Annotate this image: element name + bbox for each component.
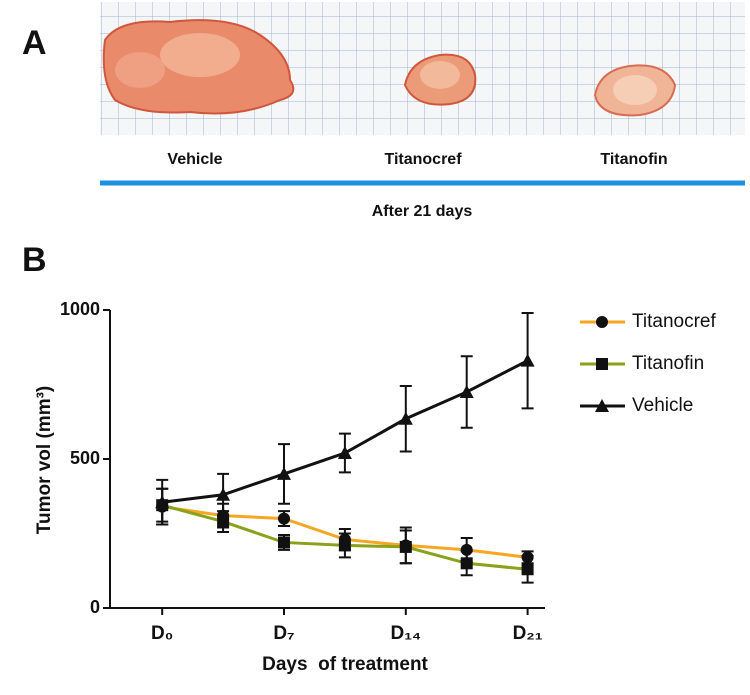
legend-marker [595, 399, 609, 412]
x-axis-title: Days of treatment [262, 654, 428, 675]
legend-label: Vehicle [632, 395, 693, 416]
marker [338, 539, 351, 552]
legend-label: Titanofin [632, 353, 704, 374]
marker [460, 543, 473, 556]
marker [520, 353, 535, 367]
marker [399, 540, 412, 553]
marker [216, 487, 231, 501]
x-tick-label: D₂₁ [513, 623, 543, 644]
panel-label: B [22, 241, 47, 279]
marker [398, 411, 413, 425]
sample-label: Titanocref [384, 151, 462, 168]
caption: After 21 days [372, 203, 473, 220]
y-axis-title: Tumor vol (mm³) [34, 386, 55, 534]
legend-marker [596, 316, 608, 328]
panel-label: A [22, 24, 47, 62]
y-tick-label: 1000 [60, 299, 100, 319]
sample-label: Titanofin [600, 151, 667, 168]
y-tick-label: 500 [70, 448, 100, 468]
y-tick-label: 0 [90, 597, 100, 617]
marker [217, 515, 230, 528]
legend-marker [596, 358, 608, 370]
x-tick-label: D₁₄ [390, 623, 421, 644]
series-line [162, 359, 529, 504]
photo [100, 2, 745, 135]
sample-label: Vehicle [167, 151, 222, 168]
marker [460, 557, 473, 570]
marker [278, 536, 290, 549]
marker [337, 446, 352, 460]
marker [459, 384, 474, 398]
x-tick-label: D₇ [273, 623, 294, 644]
marker [278, 512, 290, 525]
legend-label: Titanocref [632, 311, 716, 332]
marker [277, 466, 291, 480]
marker [155, 495, 170, 509]
x-tick-label: D₀ [151, 623, 173, 644]
marker [521, 563, 534, 576]
